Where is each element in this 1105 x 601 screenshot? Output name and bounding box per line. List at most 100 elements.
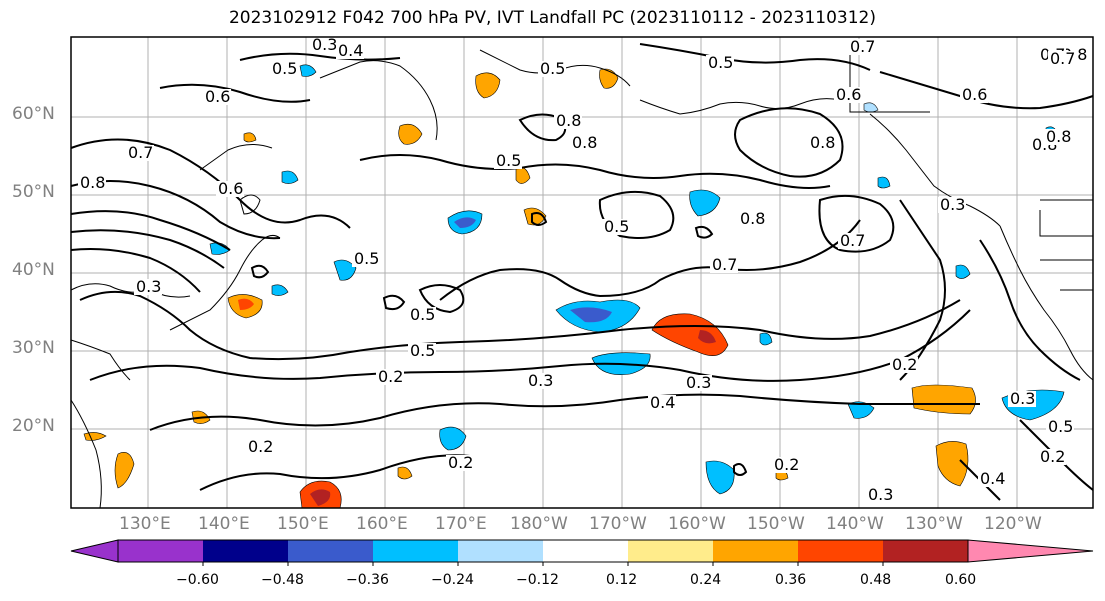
- contour-label-bg: [710, 257, 738, 273]
- contour-label-bg: [570, 135, 598, 151]
- contour-label-bg: [738, 211, 766, 227]
- contour-label: 0.8: [1046, 127, 1071, 146]
- contour-label-bg: [960, 87, 988, 103]
- contour-label: 0.8: [810, 133, 835, 152]
- contour-label: 0.5: [708, 53, 733, 72]
- colorbar-tick: −0.12: [516, 572, 559, 588]
- contour-labels: 0.30.40.50.60.70.80.50.80.70.60.50.80.70…: [78, 35, 1088, 504]
- lat-label-40n: 40°N: [12, 260, 55, 280]
- colorbar-segment: [458, 540, 543, 562]
- lon-label-160w: 160°W: [668, 514, 726, 534]
- contour-label: 0.6: [218, 179, 243, 198]
- lon-label-170w: 170°W: [589, 514, 647, 534]
- contour-label-bg: [78, 175, 106, 191]
- lon-label-130e: 130°E: [119, 514, 171, 534]
- contour-label-bg: [336, 43, 364, 59]
- contour-label-bg: [446, 455, 474, 471]
- lat-label-30n: 30°N: [12, 338, 55, 358]
- colorbar-extend-left: [70, 539, 119, 563]
- colorbar-segment: [118, 540, 203, 562]
- colorbar-segment: [288, 540, 373, 562]
- colorbar-tick: 0.36: [775, 572, 807, 588]
- contour-label-bg: [978, 471, 1006, 487]
- lon-label-150w: 150°W: [747, 514, 805, 534]
- contour-label: 0.3: [686, 373, 711, 392]
- colorbar-tick: −0.36: [346, 572, 389, 588]
- contour-label-bg: [834, 87, 862, 103]
- colorbar-segment: [543, 540, 628, 562]
- contour-label-bg: [216, 181, 244, 197]
- contour-label-bg: [890, 357, 918, 373]
- contour-label: 0.5: [354, 249, 379, 268]
- colorbar-tick: 0.24: [690, 572, 722, 588]
- lon-label-130w: 130°W: [905, 514, 963, 534]
- contour-label-bg: [1048, 51, 1076, 67]
- contour-label-bg: [866, 487, 894, 503]
- contour-label-bg: [270, 61, 298, 77]
- colorbar: [70, 539, 1094, 566]
- contour-label-bg: [684, 375, 712, 391]
- colorbar-segment: [373, 540, 458, 562]
- colorbar-segment: [628, 540, 713, 562]
- lon-label-170e: 170°E: [435, 514, 487, 534]
- lon-label-140w: 140°W: [826, 514, 884, 534]
- contour-label-bg: [494, 153, 522, 169]
- contour-label-bg: [1044, 129, 1072, 145]
- contour-label: 0.3: [940, 195, 965, 214]
- colorbar-segment: [203, 540, 288, 562]
- contour-label: 0.5: [272, 59, 297, 78]
- contour-label: 0.2: [892, 355, 917, 374]
- contour-label: 0.8: [740, 209, 765, 228]
- contour-label: 0.5: [410, 305, 435, 324]
- colorbar-extend-right: [967, 539, 1094, 563]
- contour-label: 0.8: [572, 133, 597, 152]
- contour-label-bg: [376, 369, 404, 385]
- lon-label-140e: 140°E: [198, 514, 250, 534]
- contour-label-bg: [203, 89, 231, 105]
- lat-label-60n: 60°N: [12, 104, 55, 124]
- contour-label-bg: [554, 113, 582, 129]
- contour-label: 0.3: [136, 277, 161, 296]
- contour-label: 0.7: [128, 143, 153, 162]
- contour-label: 0.6: [836, 85, 861, 104]
- contour-label: 0.6: [205, 87, 230, 106]
- contour-label: 0.3: [312, 35, 337, 54]
- contour-label-bg: [848, 39, 876, 55]
- contour-label-bg: [126, 145, 154, 161]
- contour-label: 0.4: [338, 41, 363, 60]
- contour-label: 0.4: [650, 393, 675, 412]
- contour-label: 0.7: [1050, 49, 1075, 68]
- colorbar-tick: 0.60: [945, 572, 977, 588]
- lat-label-20n: 20°N: [12, 416, 55, 436]
- map-title: 2023102912 F042 700 hPa PV, IVT Landfall…: [228, 8, 876, 28]
- contour-label-bg: [706, 55, 734, 71]
- coastlines: [70, 49, 1094, 509]
- contour-label: 0.7: [840, 231, 865, 250]
- contour-label-bg: [648, 395, 676, 411]
- contour-label-bg: [408, 307, 436, 323]
- contour-label: 0.3: [1010, 389, 1035, 408]
- contour-label: 0.3: [528, 371, 553, 390]
- lon-label-180w: 180°W: [510, 514, 568, 534]
- contour-label: 0.5: [540, 59, 565, 78]
- contour-label-bg: [1008, 391, 1036, 407]
- contour-label-bg: [538, 61, 566, 77]
- colorbar-segment: [713, 540, 798, 562]
- contour-label-bg: [1046, 419, 1074, 435]
- contour-label: 0.2: [248, 437, 273, 456]
- colorbar-segment: [883, 540, 968, 562]
- colorbar-tick: −0.24: [431, 572, 474, 588]
- contour-label-bg: [310, 37, 338, 53]
- contour-label-bg: [1038, 449, 1066, 465]
- colorbar-tick: −0.48: [261, 572, 304, 588]
- colorbar-tick: 0.12: [606, 572, 638, 588]
- contour-label: 0.5: [604, 217, 629, 236]
- contour-label: 0.7: [850, 37, 875, 56]
- contour-label-bg: [246, 439, 274, 455]
- lat-label-50n: 50°N: [12, 182, 55, 202]
- contour-label-bg: [352, 251, 380, 267]
- contour-label-bg: [772, 457, 800, 473]
- contour-label: 0.7: [712, 255, 737, 274]
- contour-label: 0.3: [868, 485, 893, 504]
